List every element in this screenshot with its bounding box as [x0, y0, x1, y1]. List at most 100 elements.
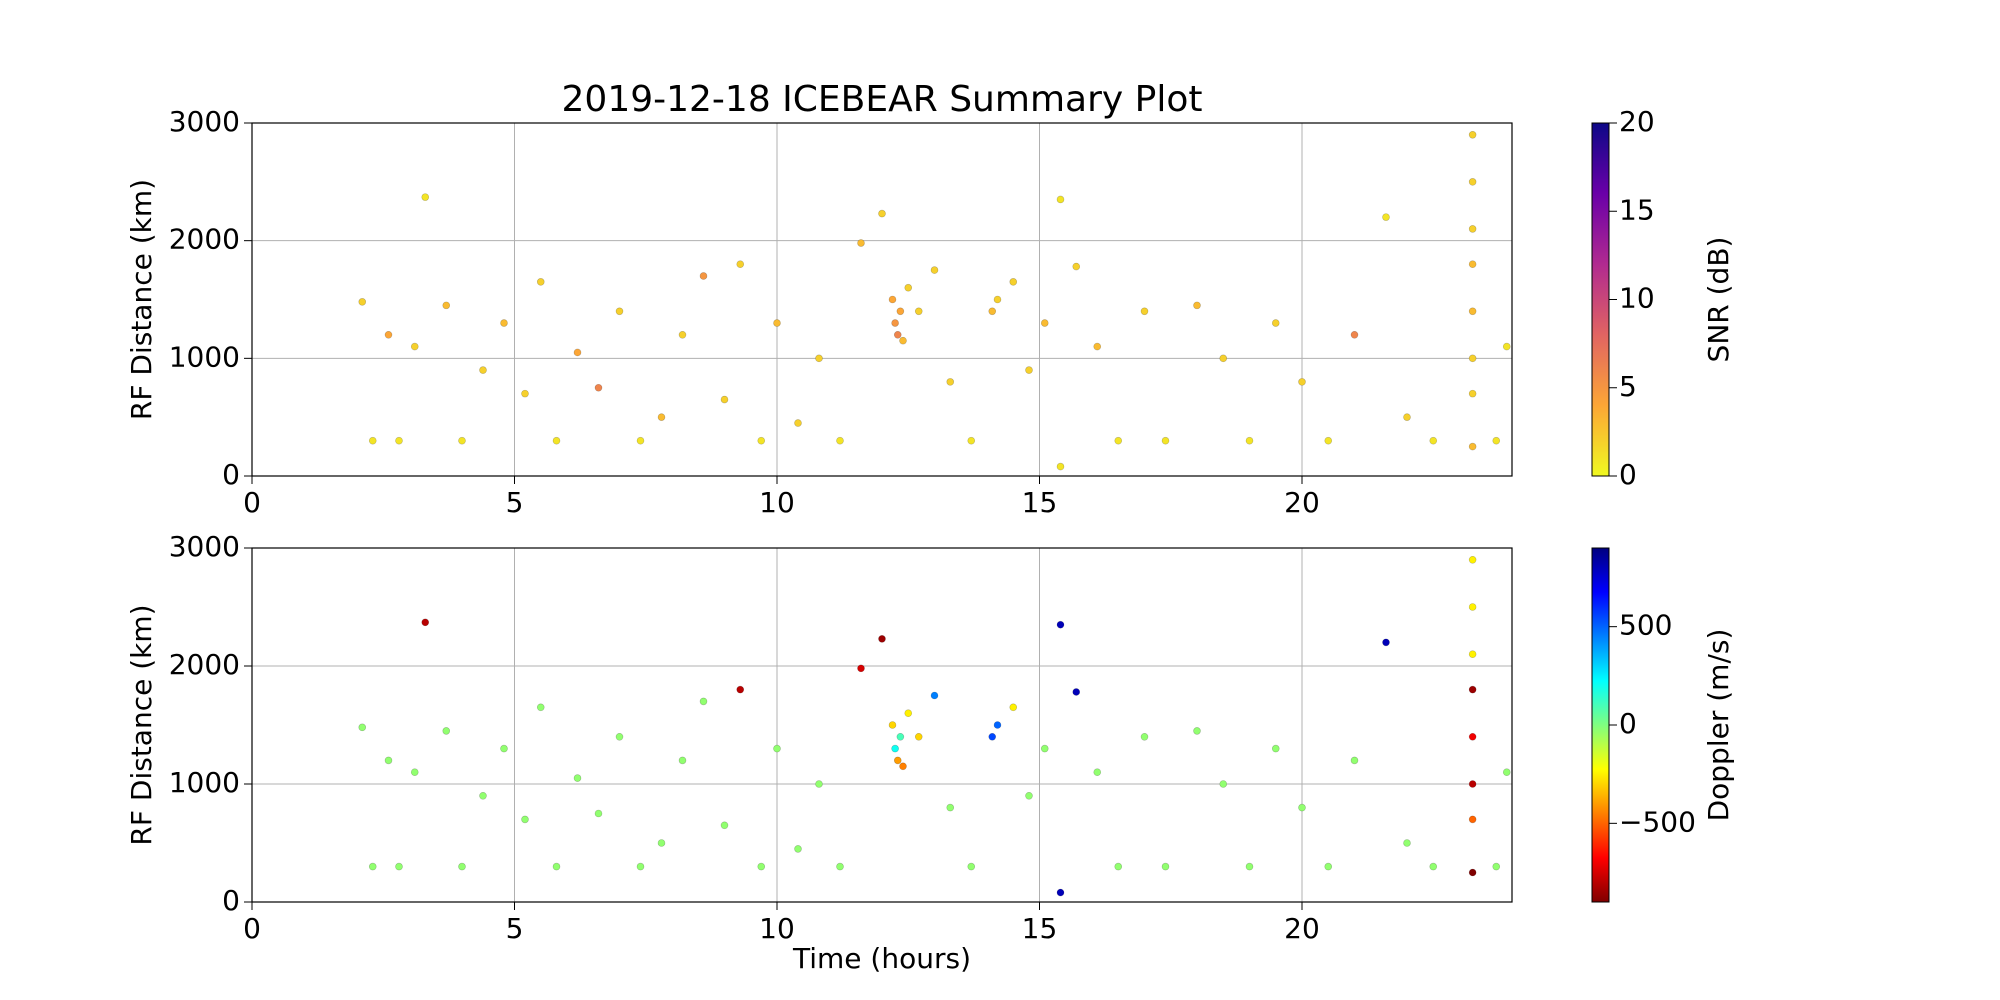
point — [1298, 803, 1306, 812]
colorbar-label: Doppler (m/s) — [1702, 629, 1735, 822]
point — [573, 774, 582, 782]
y-axis-label: RF Distance (km) — [125, 604, 158, 845]
point — [384, 330, 393, 339]
point — [993, 721, 1002, 729]
y-tick-label: 3000 — [169, 530, 240, 563]
point — [893, 756, 902, 765]
point — [368, 862, 377, 871]
point — [736, 685, 745, 694]
point — [1468, 307, 1477, 316]
point — [1114, 436, 1123, 445]
point — [1468, 555, 1477, 564]
point — [421, 193, 430, 201]
point — [720, 395, 729, 404]
y-tick-label: 3000 — [169, 105, 240, 138]
point — [1468, 780, 1477, 788]
point — [1468, 603, 1477, 611]
point — [358, 298, 367, 306]
point — [1093, 768, 1102, 777]
point — [1072, 688, 1081, 696]
point — [899, 762, 907, 771]
point — [573, 348, 582, 357]
point — [1403, 413, 1411, 421]
point — [615, 732, 624, 741]
point — [395, 436, 403, 445]
point — [1161, 862, 1170, 871]
point — [1468, 260, 1477, 269]
point — [930, 266, 939, 274]
point — [521, 389, 529, 398]
point — [1324, 436, 1333, 445]
point — [946, 803, 955, 812]
point — [1324, 862, 1333, 871]
point — [1468, 868, 1477, 877]
point — [946, 378, 955, 386]
point — [896, 307, 905, 316]
point — [1193, 727, 1201, 735]
point — [636, 436, 645, 445]
y-tick-label: 2000 — [169, 648, 240, 681]
point — [479, 366, 487, 374]
point — [657, 413, 666, 421]
point — [1492, 862, 1501, 871]
point — [1271, 744, 1280, 753]
point — [888, 721, 897, 729]
point — [358, 723, 367, 732]
point — [1468, 389, 1477, 398]
point — [678, 330, 687, 339]
point — [757, 436, 766, 445]
point — [395, 862, 403, 871]
point — [552, 862, 561, 871]
point — [1468, 130, 1477, 139]
point — [878, 209, 886, 218]
x-tick-label: 20 — [1284, 912, 1320, 945]
point — [410, 768, 419, 777]
point — [1245, 436, 1254, 445]
point — [1350, 330, 1359, 339]
point — [773, 319, 781, 327]
point — [878, 635, 886, 643]
point — [896, 732, 905, 741]
x-axis-label: Time (hours) — [792, 942, 971, 975]
point — [594, 809, 603, 818]
point — [1382, 638, 1390, 647]
point — [699, 697, 708, 706]
colorbar-tick-label: −500 — [1619, 805, 1696, 838]
point — [442, 301, 451, 310]
point — [1056, 620, 1065, 629]
point — [988, 732, 997, 741]
point — [904, 283, 913, 292]
point — [1056, 462, 1065, 471]
point — [930, 691, 939, 700]
point — [914, 732, 923, 741]
x-tick-label: 20 — [1284, 486, 1320, 519]
point — [1502, 342, 1511, 351]
point — [500, 744, 508, 753]
point — [1382, 213, 1390, 221]
point — [914, 307, 923, 316]
point — [657, 839, 666, 847]
point — [521, 815, 529, 824]
point — [615, 307, 624, 316]
x-tick-label: 10 — [759, 912, 795, 945]
point — [1114, 862, 1123, 871]
point — [736, 260, 745, 269]
point — [410, 342, 419, 351]
chart-title: 2019-12-18 ICEBEAR Summary Plot — [562, 79, 1203, 120]
y-tick-label: 2000 — [169, 223, 240, 256]
point — [1468, 732, 1477, 741]
point — [815, 780, 823, 788]
point — [552, 436, 561, 445]
point — [899, 336, 907, 345]
point — [421, 618, 430, 627]
point — [1403, 839, 1411, 847]
x-tick-label: 5 — [506, 912, 524, 945]
point — [1298, 378, 1306, 386]
point — [1025, 791, 1033, 800]
point — [967, 436, 976, 445]
point — [857, 239, 865, 247]
point — [1429, 862, 1438, 871]
point — [384, 756, 393, 765]
